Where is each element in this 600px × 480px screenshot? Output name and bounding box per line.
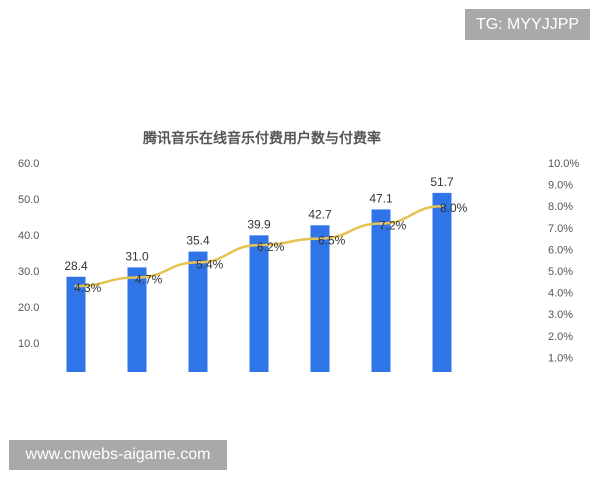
line-point [318, 237, 322, 241]
line-point [257, 243, 261, 247]
line-data-label: 5.4% [196, 257, 224, 271]
bar-data-label: 31.0 [125, 249, 149, 263]
line-point [379, 221, 383, 225]
bar-data-label: 39.9 [247, 217, 271, 231]
right-axis-tick: 9.0% [548, 180, 573, 192]
bar-data-label: 47.1 [369, 191, 393, 205]
right-axis-tick: 3.0% [548, 309, 573, 321]
line-data-label: 4.7% [135, 272, 163, 286]
bar [371, 209, 391, 372]
bar-data-label: 51.7 [430, 175, 454, 189]
right-axis-tick: 4.0% [548, 288, 573, 300]
left-axis-tick: 10.0 [18, 338, 39, 350]
bar [188, 251, 208, 372]
line-data-label: 6.2% [257, 240, 285, 254]
right-axis-tick: 2.0% [548, 331, 573, 343]
left-axis-tick: 60.0 [18, 158, 39, 170]
line-point [440, 204, 444, 208]
watermark-bottom-left: www.cnwebs-aigame.com [9, 440, 227, 470]
line-data-label: 7.2% [379, 218, 407, 232]
line-point [135, 275, 139, 279]
right-axis-tick: 6.0% [548, 244, 573, 256]
right-axis-tick: 10.0% [548, 158, 579, 170]
right-axis-tick: 7.0% [548, 223, 573, 235]
chart-title: 腾讯音乐在线音乐付费用户数与付费率 [143, 130, 381, 146]
line-data-label: 4.3% [74, 281, 102, 295]
left-axis-tick: 30.0 [18, 266, 39, 278]
watermark-top-right: TG: MYYJJPP [465, 9, 590, 40]
line-point [74, 284, 78, 288]
bar-data-label: 42.7 [308, 207, 332, 221]
bar-data-label: 35.4 [186, 234, 210, 248]
bar [432, 192, 452, 372]
line-data-label: 8.0% [440, 201, 468, 215]
line-point [196, 260, 200, 264]
bar [66, 276, 86, 372]
bar [249, 235, 269, 372]
line-data-label: 6.5% [318, 234, 346, 248]
right-axis-tick: 8.0% [548, 201, 573, 213]
bar [310, 225, 330, 372]
bar-data-label: 28.4 [64, 259, 88, 273]
left-axis-tick: 50.0 [18, 194, 39, 206]
right-axis-tick: 1.0% [548, 352, 573, 364]
right-axis-tick: 5.0% [548, 266, 573, 278]
bar [127, 267, 147, 372]
left-axis-tick: 40.0 [18, 230, 39, 242]
left-axis-tick: 20.0 [18, 302, 39, 314]
